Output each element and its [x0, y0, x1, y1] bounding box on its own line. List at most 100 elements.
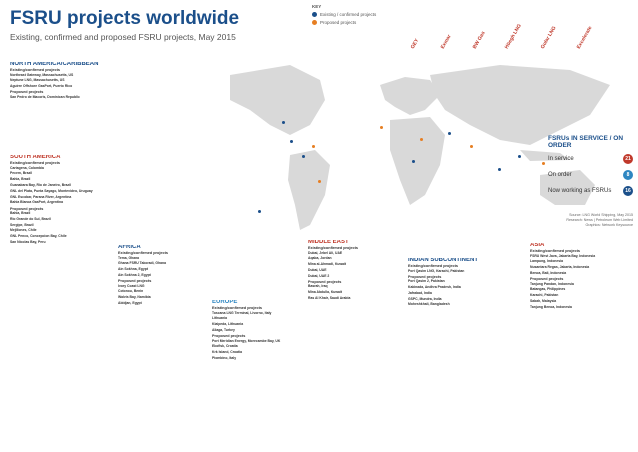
- company-logo: Golar LNG: [539, 25, 558, 50]
- fsrus-count: 16: [623, 186, 633, 196]
- project-entry[interactable]: Nusantara Regas, Jakarta, Indonesia: [530, 265, 590, 270]
- map-pin-existing[interactable]: [282, 121, 285, 124]
- map-pin-existing[interactable]: [412, 160, 415, 163]
- project-entry[interactable]: Port Qasim 2, Pakistan: [408, 279, 445, 284]
- fsrus-count: 21: [623, 154, 633, 164]
- section-title: ASIA: [530, 243, 545, 248]
- project-entry[interactable]: Sergipe, Brazil: [10, 222, 34, 227]
- project-entry[interactable]: Moheshkhali, Bangladesh: [408, 302, 450, 307]
- project-entry[interactable]: Dubai, Jebel Ali, UAE: [308, 250, 343, 255]
- map-pin-existing[interactable]: [498, 168, 501, 171]
- project-entry[interactable]: Guanabara Bay, Rio de Janeiro, Brazil: [10, 182, 71, 187]
- project-entry[interactable]: Aliaga, Turkey: [212, 327, 235, 332]
- project-entry[interactable]: Mina Abdulla, Kuwait: [308, 290, 342, 295]
- project-entry[interactable]: Aguirre Offshore GasPort, Puerto Rico: [10, 84, 73, 89]
- key-item-existing: Existing / confirmed projects: [312, 12, 400, 17]
- fsrus-label: In service: [548, 156, 574, 162]
- section-title: AFRICA: [118, 245, 141, 250]
- project-entry[interactable]: Rio Grande do Sul, Brazil: [10, 216, 51, 221]
- project-entry[interactable]: Jafrabad, India: [408, 290, 432, 295]
- fsrus-row-on-order: On order 8: [548, 170, 633, 180]
- project-entry[interactable]: Cartagena, Colombia: [10, 165, 44, 170]
- project-entry[interactable]: Neptune LNG, Massachusetts, US: [10, 78, 65, 83]
- fsrus-count: 8: [623, 170, 633, 180]
- existing-heading: Existing/confirmed projects: [118, 251, 169, 256]
- project-entry[interactable]: Bahia, Brazil: [10, 177, 31, 182]
- project-entry[interactable]: GNL Escobar, Parana River, Argentina: [10, 194, 72, 199]
- project-entry[interactable]: Cotonou, Benin: [118, 289, 144, 294]
- project-entry[interactable]: Port Meridian Energy, Morecambe Bay, UK: [212, 338, 281, 343]
- section-title: INDIAN SUBCONTINENT: [408, 258, 478, 263]
- project-entry[interactable]: San Pedro de Macoris, Dominican Republic: [10, 94, 80, 99]
- project-entry[interactable]: Lithuania: [212, 316, 228, 321]
- proposed-heading: Proposed projects: [118, 279, 152, 284]
- map-pin-proposed[interactable]: [470, 145, 473, 148]
- project-entry[interactable]: Toscana LNG Terminal, Livorno, Italy: [212, 310, 272, 315]
- map-pin-proposed[interactable]: [542, 162, 545, 165]
- project-entry[interactable]: Dubai, UAE 2: [308, 273, 330, 278]
- project-entry[interactable]: Mina al-Ahmadi, Kuwait: [308, 262, 347, 267]
- proposed-heading: Proposed projects: [212, 334, 246, 339]
- proposed-heading: Proposed projects: [10, 206, 44, 211]
- project-entry[interactable]: Tanjung Benoa, Indonesia: [530, 304, 572, 309]
- map-pin-proposed[interactable]: [318, 180, 321, 183]
- project-entry[interactable]: Port Qasim LNG, Karachi, Pakistan: [408, 268, 465, 273]
- map-pin-proposed[interactable]: [380, 126, 383, 129]
- project-entry[interactable]: Sabah, Malaysia: [530, 298, 557, 303]
- map-land-africa: [390, 117, 445, 205]
- project-entry[interactable]: Walvis Bay, Namibia: [118, 295, 151, 300]
- project-entry[interactable]: Ivory Coast LNG: [118, 283, 145, 288]
- map-pin-proposed[interactable]: [420, 138, 423, 141]
- project-entry[interactable]: Klaipeda, Lithuania: [212, 322, 244, 327]
- project-entry[interactable]: Basrah, Iraq: [308, 284, 328, 289]
- project-entry[interactable]: Abidjan, Egypt: [118, 300, 142, 305]
- map-pin-existing[interactable]: [302, 155, 305, 158]
- project-entry[interactable]: San Nicolas Bay, Peru: [10, 239, 46, 244]
- south-america-section: SOUTH AMERICA Existing/confirmed project…: [10, 155, 118, 447]
- project-entry[interactable]: GSPC, Mundra, India: [408, 296, 442, 301]
- map-pin-existing[interactable]: [290, 140, 293, 143]
- project-entry[interactable]: Northeast Gateway, Massachusetts, US: [10, 72, 74, 77]
- project-entry[interactable]: Benoa, Bali, Indonesia: [530, 270, 567, 275]
- project-entry[interactable]: Ain Sokhna 2, Egypt: [118, 272, 151, 277]
- project-entry[interactable]: GNL del Plata, Punta Sayago, Montevideo,…: [10, 188, 93, 193]
- project-entry[interactable]: Kakinada, Andhra Pradesh, India: [408, 284, 461, 289]
- map-pin-existing[interactable]: [518, 155, 521, 158]
- map-pin-proposed[interactable]: [312, 145, 315, 148]
- map-pin-existing[interactable]: [258, 210, 261, 213]
- middle-east-section: MIDDLE EAST Existing/confirmed projects …: [308, 240, 394, 448]
- project-entry[interactable]: Tanjung Pandan, Indonesia: [530, 281, 574, 286]
- project-entry[interactable]: Ain Sokhna, Egypt: [118, 267, 148, 272]
- project-entry[interactable]: Lampung, Indonesia: [530, 259, 563, 264]
- project-entry[interactable]: Aqaba, Jordan: [308, 256, 332, 261]
- project-entry[interactable]: Krk Island, Croatia: [212, 350, 242, 355]
- project-entry[interactable]: Tema, Ghana: [118, 255, 140, 260]
- project-entry[interactable]: Mejillones, Chile: [10, 228, 37, 233]
- project-entry[interactable]: Piombino, Italy: [212, 355, 237, 360]
- source-line: Graphics: Network Keysource: [585, 223, 633, 227]
- africa-section: AFRICA Existing/confirmed projects Tema,…: [118, 245, 204, 445]
- fsrus-panel: FSRUs IN SERVICE / ON ORDER In service 2…: [548, 135, 633, 202]
- project-entry[interactable]: Bahia, Brazil: [10, 210, 31, 215]
- map-pin-existing[interactable]: [448, 132, 451, 135]
- map-land-asia: [430, 65, 610, 145]
- project-entry[interactable]: FSRU West Java, Jakarta Bay, Indonesia: [530, 253, 596, 258]
- project-entry[interactable]: Bahia Blanca GasPort, Argentina: [10, 200, 64, 205]
- key-title: KEY: [312, 4, 322, 9]
- proposed-heading: Proposed projects: [530, 277, 564, 282]
- section-title: EUROPE: [212, 300, 238, 305]
- project-entry[interactable]: Pecem, Brazil: [10, 171, 33, 176]
- project-entry[interactable]: Batangas, Philippines: [530, 287, 566, 292]
- existing-heading: Existing/confirmed projects: [308, 246, 359, 251]
- project-entry[interactable]: GNL Penco, Concepcion Bay, Chile: [10, 234, 67, 239]
- project-entry[interactable]: Ghana FSRU Takoradi, Ghana: [118, 261, 166, 266]
- existing-heading: Existing/confirmed projects: [408, 264, 459, 269]
- project-entry[interactable]: Karachi, Pakistan: [530, 293, 559, 298]
- project-entry[interactable]: Ras Al Khair, Saudi Arabia: [308, 295, 351, 300]
- proposed-dot-icon: [312, 20, 317, 25]
- project-entry[interactable]: Ekofisk, Croatia: [212, 344, 238, 349]
- key-item-label: Existing / confirmed projects: [320, 12, 377, 17]
- existing-dot-icon: [312, 12, 317, 17]
- project-entry[interactable]: Dubai, UAE: [308, 267, 327, 272]
- proposed-heading: Proposed projects: [308, 280, 342, 285]
